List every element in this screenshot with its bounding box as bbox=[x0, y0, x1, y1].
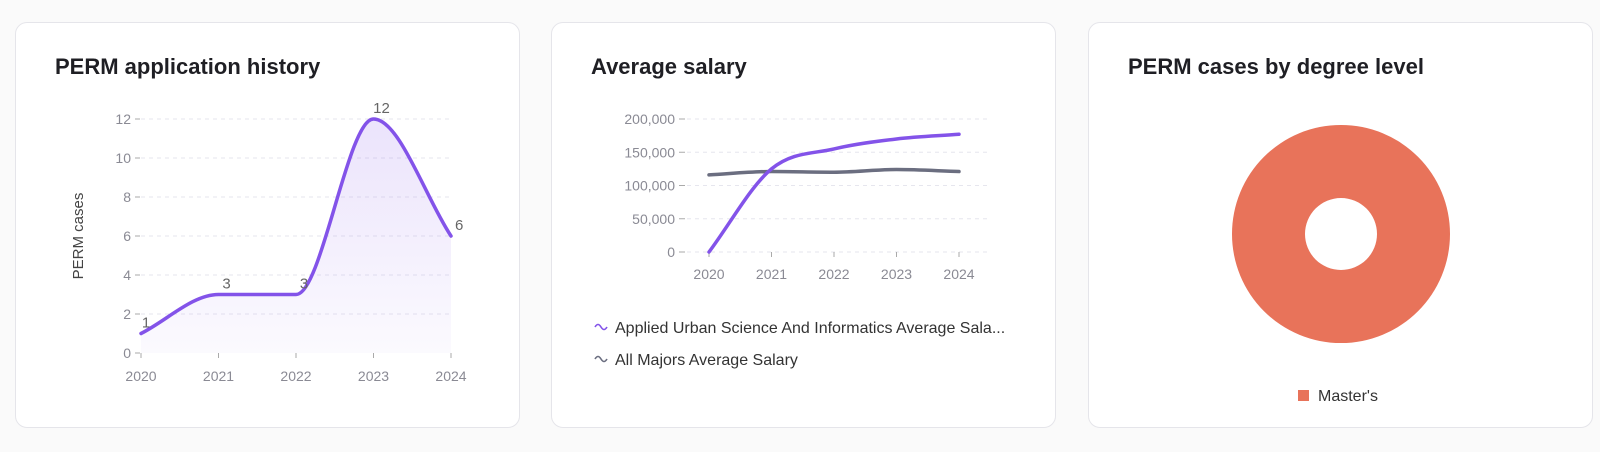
data-label: 3 bbox=[300, 276, 308, 293]
area-line bbox=[139, 117, 453, 336]
series-line bbox=[707, 167, 961, 177]
y-tick-label: 200,000 bbox=[624, 111, 675, 127]
degree-level-title: PERM cases by degree level bbox=[1128, 54, 1424, 79]
y-tick-label: 150,000 bbox=[624, 144, 675, 160]
x-tick-label: 2020 bbox=[693, 266, 724, 282]
pie-slice bbox=[1232, 124, 1450, 344]
x-tick-label: 2024 bbox=[943, 266, 974, 282]
y-tick-label: 0 bbox=[667, 244, 675, 260]
legend-label: Master's bbox=[1318, 388, 1378, 405]
x-tick-label: 2023 bbox=[358, 368, 389, 384]
perm-history-card: PERM application history 0 2 4 6 8 10 12 2020 20… bbox=[15, 22, 520, 428]
data-label: 3 bbox=[222, 276, 230, 293]
y-tick-label: 8 bbox=[123, 189, 131, 205]
legend-marker bbox=[594, 355, 608, 363]
average-salary-title: Average salary bbox=[591, 54, 747, 79]
average-salary-chart: 0 50,000 100,000 150,000 200,000 2020 2021 2022… bbox=[594, 111, 1005, 369]
y-tick-label: 6 bbox=[123, 228, 131, 244]
legend-marker bbox=[594, 323, 608, 331]
x-tick-label: 2020 bbox=[125, 368, 156, 384]
legend-label: Applied Urban Science And Informatics Av… bbox=[615, 320, 1005, 337]
y-tick-label: 2 bbox=[123, 306, 131, 322]
y-tick-label: 12 bbox=[115, 111, 131, 127]
y-tick-label: 0 bbox=[123, 345, 131, 361]
x-tick-label: 2021 bbox=[756, 266, 787, 282]
degree-level-chart: Master's bbox=[1232, 124, 1450, 405]
y-tick-label: 4 bbox=[123, 267, 131, 283]
perm-history-chart: 0 2 4 6 8 10 12 2020 2021 2022 2023 2024 PERM cases 1… bbox=[70, 100, 467, 384]
y-tick-label: 50,000 bbox=[632, 211, 675, 227]
data-label: 1 bbox=[142, 315, 150, 332]
legend-swatch bbox=[1298, 390, 1309, 401]
y-tick-label: 10 bbox=[115, 150, 131, 166]
x-tick-label: 2021 bbox=[203, 368, 234, 384]
x-tick-label: 2022 bbox=[280, 368, 311, 384]
series-line bbox=[707, 132, 961, 254]
y-axis-title: PERM cases bbox=[70, 193, 87, 280]
y-tick-label: 100,000 bbox=[624, 178, 675, 194]
data-label: 6 bbox=[455, 217, 463, 234]
x-tick-label: 2024 bbox=[435, 368, 466, 384]
data-label: 12 bbox=[373, 100, 390, 117]
perm-history-title: PERM application history bbox=[55, 54, 321, 79]
x-tick-label: 2022 bbox=[818, 266, 849, 282]
x-tick-label: 2023 bbox=[881, 266, 912, 282]
average-salary-card: Average salary 0 50,000 100,000 150,000 200,… bbox=[551, 22, 1056, 428]
legend-label: All Majors Average Salary bbox=[615, 352, 798, 369]
degree-level-card: PERM cases by degree level Master's bbox=[1088, 22, 1593, 428]
